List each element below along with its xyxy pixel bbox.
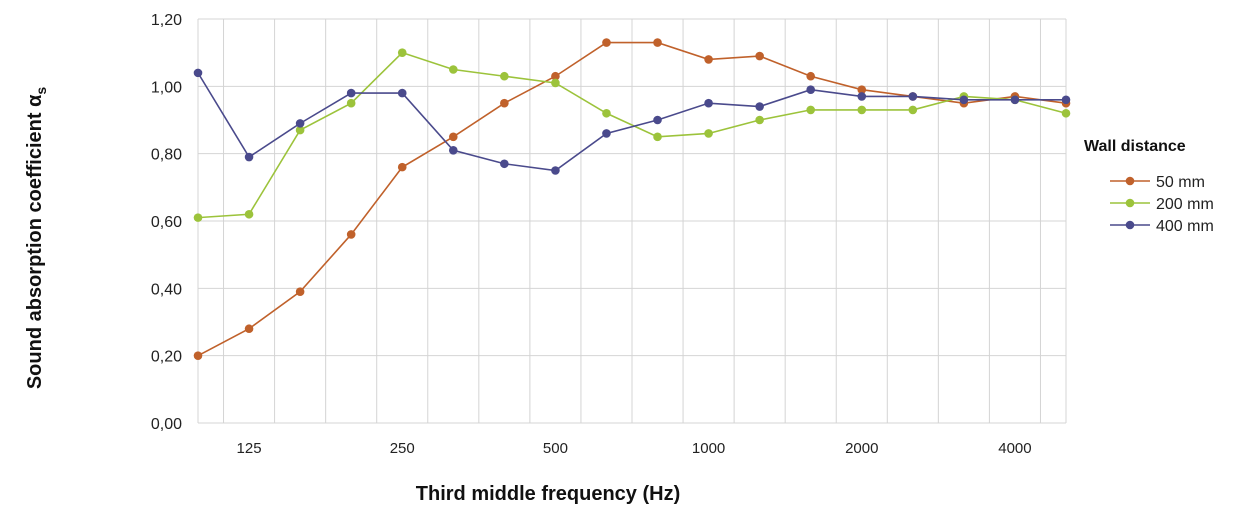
data-point-200-mm bbox=[908, 105, 918, 115]
legend-swatch-marker-50-mm bbox=[1125, 176, 1135, 186]
data-point-400-mm bbox=[755, 102, 764, 111]
legend-label-400-mm: 400 mm bbox=[1156, 218, 1214, 235]
x-axis-title: Third middle frequency (Hz) bbox=[416, 483, 680, 505]
data-point-200-mm bbox=[500, 71, 509, 81]
legend-label-50-mm: 50 mm bbox=[1156, 174, 1205, 191]
grid bbox=[197, 18, 1067, 424]
data-point-200-mm bbox=[857, 105, 867, 115]
data-point-50-mm bbox=[653, 38, 662, 47]
data-point-50-mm bbox=[500, 98, 509, 108]
x-tick-label: 1000 bbox=[692, 440, 725, 457]
y-tick-label: 1,00 bbox=[151, 79, 182, 96]
data-point-200-mm bbox=[755, 115, 764, 125]
data-point-400-mm bbox=[346, 88, 356, 98]
data-point-50-mm bbox=[193, 351, 203, 360]
data-point-400-mm bbox=[704, 98, 713, 108]
y-axis-title: Sound absorption coefficient αs bbox=[24, 87, 49, 390]
data-point-50-mm bbox=[397, 162, 407, 172]
data-point-200-mm bbox=[397, 48, 407, 57]
data-point-50-mm bbox=[857, 85, 867, 94]
y-tick-label: 0,40 bbox=[151, 281, 182, 298]
data-point-50-mm bbox=[295, 287, 305, 297]
series-line-400-mm bbox=[197, 72, 1066, 172]
y-axis-title-subscript: s bbox=[33, 87, 49, 95]
data-point-200-mm bbox=[653, 132, 662, 142]
legend-title: Wall distance bbox=[1084, 138, 1186, 155]
y-tick-label: 1,20 bbox=[151, 12, 182, 29]
data-point-400-mm bbox=[602, 129, 611, 138]
data-point-200-mm bbox=[1061, 108, 1071, 118]
legend-swatch-marker-400-mm bbox=[1125, 220, 1135, 230]
data-point-200-mm bbox=[346, 98, 356, 108]
series-line-200-mm bbox=[197, 51, 1067, 219]
data-point-200-mm bbox=[448, 65, 458, 74]
y-tick-label: 0,80 bbox=[151, 147, 182, 164]
data-point-200-mm bbox=[244, 209, 254, 219]
x-tick-label: 2000 bbox=[845, 440, 878, 457]
data-point-400-mm bbox=[857, 92, 867, 101]
legend-label-200-mm: 200 mm bbox=[1156, 196, 1214, 213]
data-point-50-mm bbox=[244, 324, 254, 334]
data-point-400-mm bbox=[244, 152, 254, 162]
data-point-200-mm bbox=[295, 125, 305, 135]
data-point-400-mm bbox=[806, 85, 816, 94]
x-tick-label: 125 bbox=[237, 440, 262, 457]
data-point-50-mm bbox=[448, 132, 458, 142]
data-point-400-mm bbox=[959, 95, 969, 105]
data-point-200-mm bbox=[602, 108, 611, 118]
legend-swatch-marker-200-mm bbox=[1125, 198, 1135, 208]
data-point-50-mm bbox=[551, 71, 560, 81]
y-tick-label: 0,00 bbox=[151, 416, 182, 433]
data-point-50-mm bbox=[346, 230, 356, 239]
data-point-50-mm bbox=[806, 71, 816, 81]
x-tick-label: 250 bbox=[390, 440, 415, 457]
series-group bbox=[193, 38, 1071, 360]
data-point-400-mm bbox=[653, 115, 662, 125]
data-point-400-mm bbox=[397, 88, 407, 98]
data-point-200-mm bbox=[806, 105, 816, 115]
axes: 0,00 0,20 0,40 0,60 0,80 1,00 1,20 125 250 500 100… bbox=[151, 12, 1032, 457]
x-tick-label: 4000 bbox=[998, 440, 1031, 457]
data-point-400-mm bbox=[551, 166, 560, 175]
x-tick-label: 500 bbox=[543, 440, 568, 457]
y-tick-label: 0,60 bbox=[151, 214, 182, 231]
data-point-400-mm bbox=[500, 159, 509, 169]
data-point-400-mm bbox=[1061, 95, 1071, 105]
y-tick-label: 0,20 bbox=[151, 349, 182, 366]
data-point-400-mm bbox=[908, 92, 918, 101]
data-point-400-mm bbox=[1010, 95, 1020, 105]
data-point-200-mm bbox=[551, 78, 560, 88]
data-point-50-mm bbox=[602, 38, 611, 47]
data-point-200-mm bbox=[704, 129, 713, 138]
data-point-50-mm bbox=[755, 51, 764, 61]
data-point-200-mm bbox=[193, 213, 203, 222]
data-point-400-mm bbox=[295, 119, 305, 128]
data-point-400-mm bbox=[193, 68, 203, 78]
data-point-50-mm bbox=[704, 55, 713, 64]
legend: Wall distance 50 mm 200 mm 400 mm bbox=[1084, 138, 1214, 235]
data-point-400-mm bbox=[448, 146, 458, 155]
